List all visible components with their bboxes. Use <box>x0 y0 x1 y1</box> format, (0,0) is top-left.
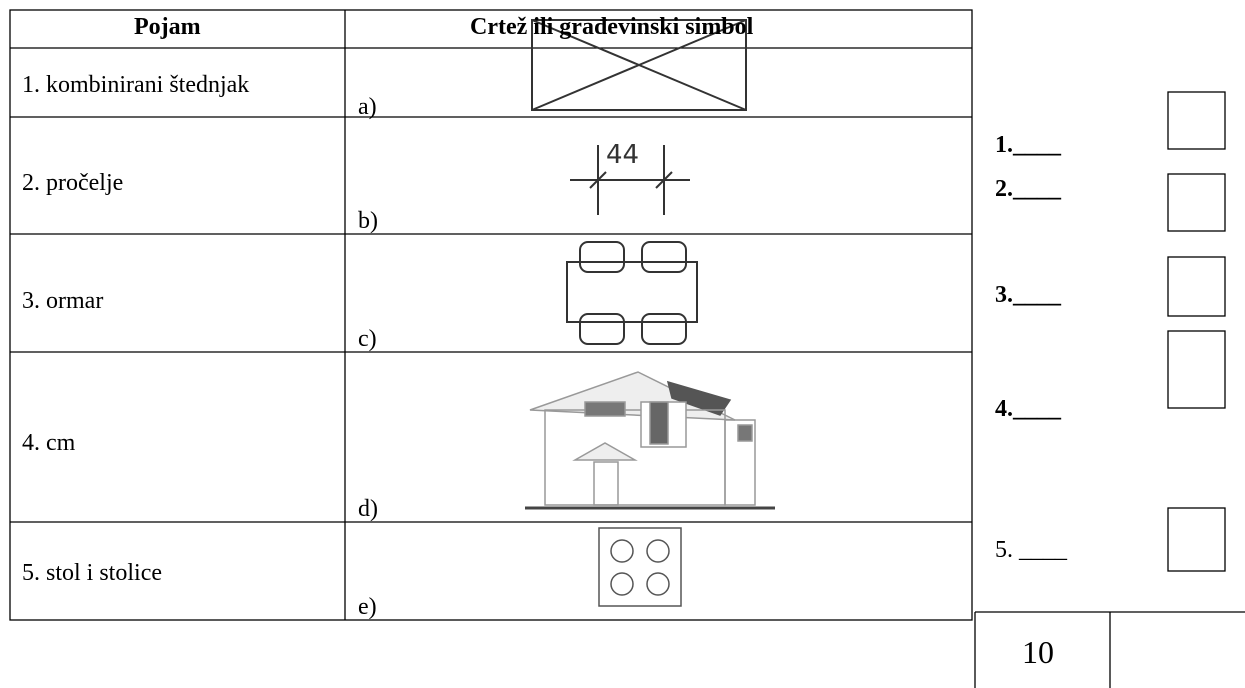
drawing-c <box>566 241 698 345</box>
term: 4. cm <box>22 430 76 456</box>
drawing-e <box>598 527 682 607</box>
term: 5. stol i stolice <box>22 560 162 586</box>
term: 2. pročelje <box>22 170 124 196</box>
header-cell: Pojam <box>134 14 201 40</box>
drawing-b <box>570 145 690 215</box>
term: 3. ormar <box>22 288 104 314</box>
table-lines <box>9 9 973 621</box>
header-cell: Crtež ili građevinski simbol <box>470 14 754 40</box>
dimension-label: 44 <box>606 140 640 170</box>
answer-line: 4.____ <box>995 396 1061 422</box>
option-label: d) <box>358 496 378 522</box>
term: 1. kombinirani štednjak <box>22 72 250 98</box>
score-max: 10 <box>1022 634 1054 670</box>
option-label: e) <box>358 594 377 620</box>
drawing-d <box>525 371 775 510</box>
option-label: c) <box>358 326 377 352</box>
option-label: b) <box>358 208 378 234</box>
answer-boxes <box>974 91 1245 688</box>
answer-line: 2.____ <box>995 176 1061 202</box>
answer-line: 1.____ <box>995 132 1061 158</box>
answer-line: 5. ____ <box>995 537 1067 563</box>
option-label: a) <box>358 94 377 120</box>
drawing-a <box>531 19 747 111</box>
answer-line: 3.____ <box>995 282 1061 308</box>
